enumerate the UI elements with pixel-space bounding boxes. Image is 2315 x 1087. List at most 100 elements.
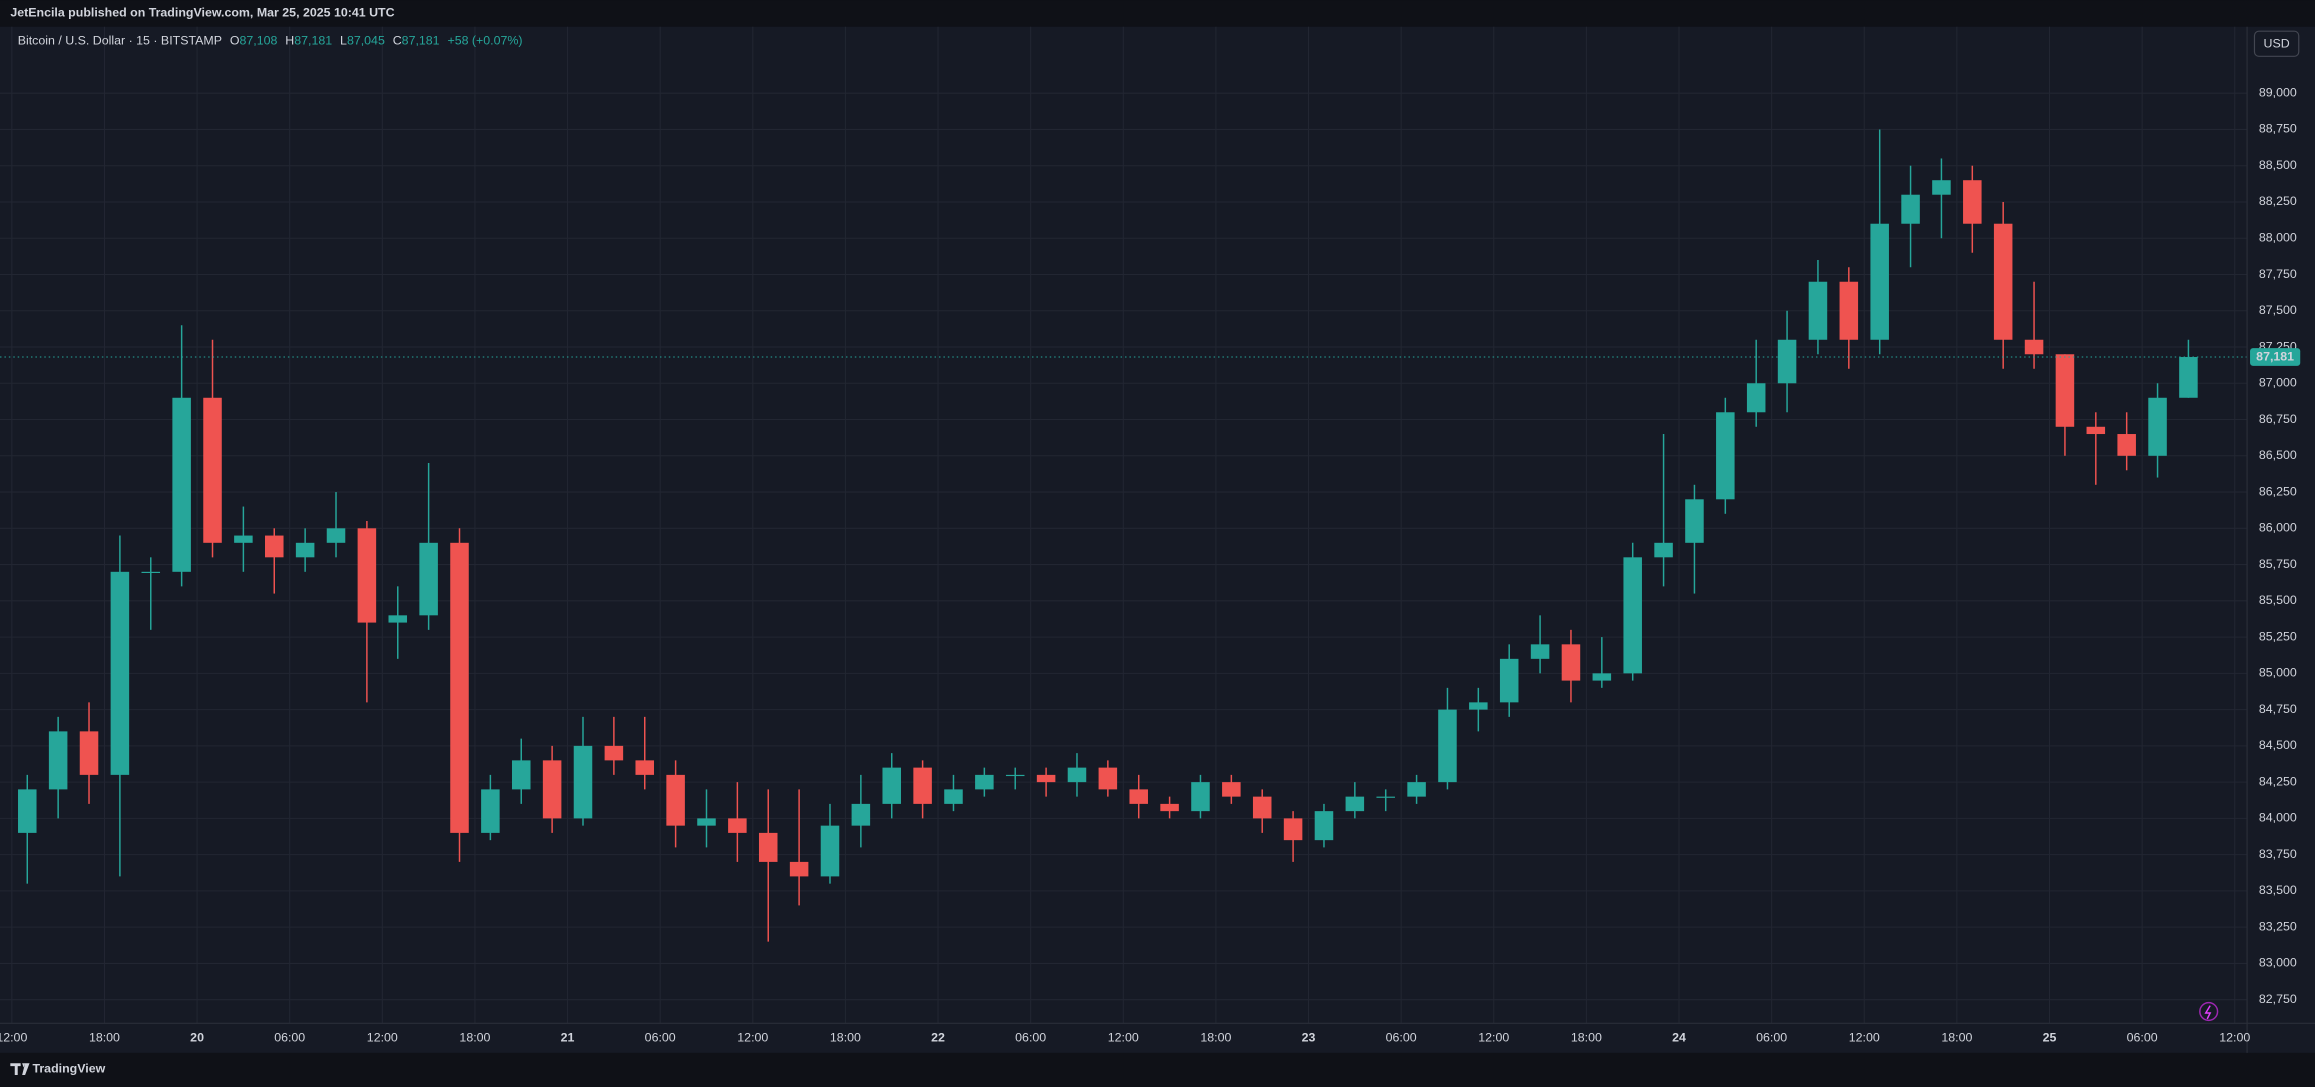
candle-body (1963, 180, 1982, 224)
x-tick-label: 18:00 (89, 1030, 120, 1044)
y-tick-label: 87,500 (2259, 303, 2297, 317)
candle-body (2148, 397, 2167, 456)
x-tick-label: 06:00 (1386, 1030, 1417, 1044)
candle-body (1561, 644, 1581, 681)
candle-body (1746, 383, 1766, 413)
x-tick-label: 20 (190, 1030, 204, 1044)
candle-body (357, 528, 377, 623)
candle-body (1252, 796, 1272, 819)
candle-body (141, 571, 161, 574)
currency-button[interactable] (2253, 30, 2300, 57)
y-tick-label: 83,750 (2259, 847, 2297, 861)
candle-body (1685, 499, 1704, 543)
candle-body (542, 760, 562, 819)
candle-body (79, 731, 99, 775)
candle-body (1592, 673, 1612, 681)
y-tick-label: 88,000 (2259, 231, 2297, 245)
candle-body (666, 774, 685, 826)
y-tick-label: 85,750 (2259, 557, 2297, 571)
legend-value: 87,181 (294, 34, 332, 48)
candle-body (264, 535, 284, 558)
y-tick-label: 86,750 (2259, 412, 2297, 426)
candle-body (388, 615, 408, 623)
candle-body (635, 760, 655, 775)
candle-body (697, 818, 716, 826)
x-tick-label: 12:00 (1849, 1030, 1880, 1044)
candle-body (234, 535, 253, 543)
candle-body (2055, 354, 2075, 427)
footer-brand: TradingView (32, 1061, 105, 1075)
legend-symbol: Bitcoin / U.S. Dollar · 15 · BITSTAMP (18, 34, 222, 48)
x-tick-label: 06:00 (645, 1030, 676, 1044)
candle-body (1283, 818, 1303, 841)
candle-body (1407, 782, 1426, 797)
candle-body (1376, 796, 1395, 798)
y-tick-label: 87,750 (2259, 267, 2297, 281)
y-tick-label: 85,250 (2259, 629, 2297, 643)
x-tick-label: 12:00 (367, 1030, 398, 1044)
x-tick-label: 12:00 (1108, 1030, 1139, 1044)
y-tick-label: 83,000 (2259, 956, 2297, 970)
candle-body (326, 528, 346, 543)
chart-panel (0, 26, 2315, 1053)
candle-body (203, 397, 222, 543)
y-tick-label: 85,500 (2259, 593, 2297, 607)
legend-change: +58 (+0.07%) (447, 34, 522, 48)
x-tick-label: 25 (2043, 1030, 2057, 1044)
candle-body (604, 745, 624, 761)
y-tick-label: 88,250 (2259, 194, 2297, 208)
x-tick-label: 12:00 (1478, 1030, 1509, 1044)
y-tick-label: 87,000 (2259, 376, 2297, 390)
y-tick-label: 85,000 (2259, 666, 2297, 680)
x-tick-label: 18:00 (1571, 1030, 1602, 1044)
x-tick-label: 23 (1302, 1030, 1316, 1044)
x-tick-label: 06:00 (1015, 1030, 1046, 1044)
candle-body (450, 542, 469, 833)
candle-body (1129, 789, 1148, 804)
x-tick-label: 18:00 (459, 1030, 490, 1044)
legend-value: 87,181 (402, 34, 440, 48)
candle-body (1005, 774, 1025, 777)
x-tick-label: 18:00 (1941, 1030, 1972, 1044)
candle-body (882, 767, 901, 804)
candle-body (789, 861, 809, 877)
candle-body (110, 571, 130, 775)
candle-body (295, 542, 315, 558)
legend-value: 87,045 (347, 34, 385, 48)
candle-body (1839, 281, 1859, 340)
candle-body (820, 825, 840, 877)
candle-body (2086, 426, 2106, 435)
y-tick-label: 88,750 (2259, 122, 2297, 136)
currency-label[interactable]: USD (2264, 37, 2290, 51)
candle-body (1222, 782, 1241, 797)
candle-body (1438, 709, 1457, 783)
candle-body (1870, 223, 1889, 340)
alert-icon[interactable] (2199, 1001, 2219, 1022)
candle-body (1932, 180, 1951, 195)
alert-bolt (2204, 1005, 2212, 1020)
candle-body (2024, 339, 2044, 355)
candle-body (1469, 702, 1488, 710)
candle-body (2117, 434, 2136, 456)
candle-body (1530, 644, 1550, 659)
candle-body (944, 789, 963, 804)
candle-body (1901, 194, 1920, 224)
candle-body (758, 832, 778, 862)
x-tick-label: 06:00 (274, 1030, 305, 1044)
candle-body (1654, 542, 1673, 558)
candle-body (1499, 658, 1519, 703)
candle-body (481, 789, 500, 833)
y-tick-label: 84,750 (2259, 702, 2297, 716)
legend-label: C (393, 34, 402, 48)
candle-body (1314, 811, 1334, 841)
x-tick-label: 22 (931, 1030, 945, 1044)
candle-body (913, 767, 932, 804)
candle-body (975, 774, 994, 790)
candle-body (1345, 796, 1365, 812)
y-tick-label: 83,250 (2259, 919, 2297, 933)
candle-body (48, 731, 68, 790)
legend-label: O (230, 34, 240, 48)
candle-body (511, 760, 531, 790)
candle-body (172, 397, 191, 572)
